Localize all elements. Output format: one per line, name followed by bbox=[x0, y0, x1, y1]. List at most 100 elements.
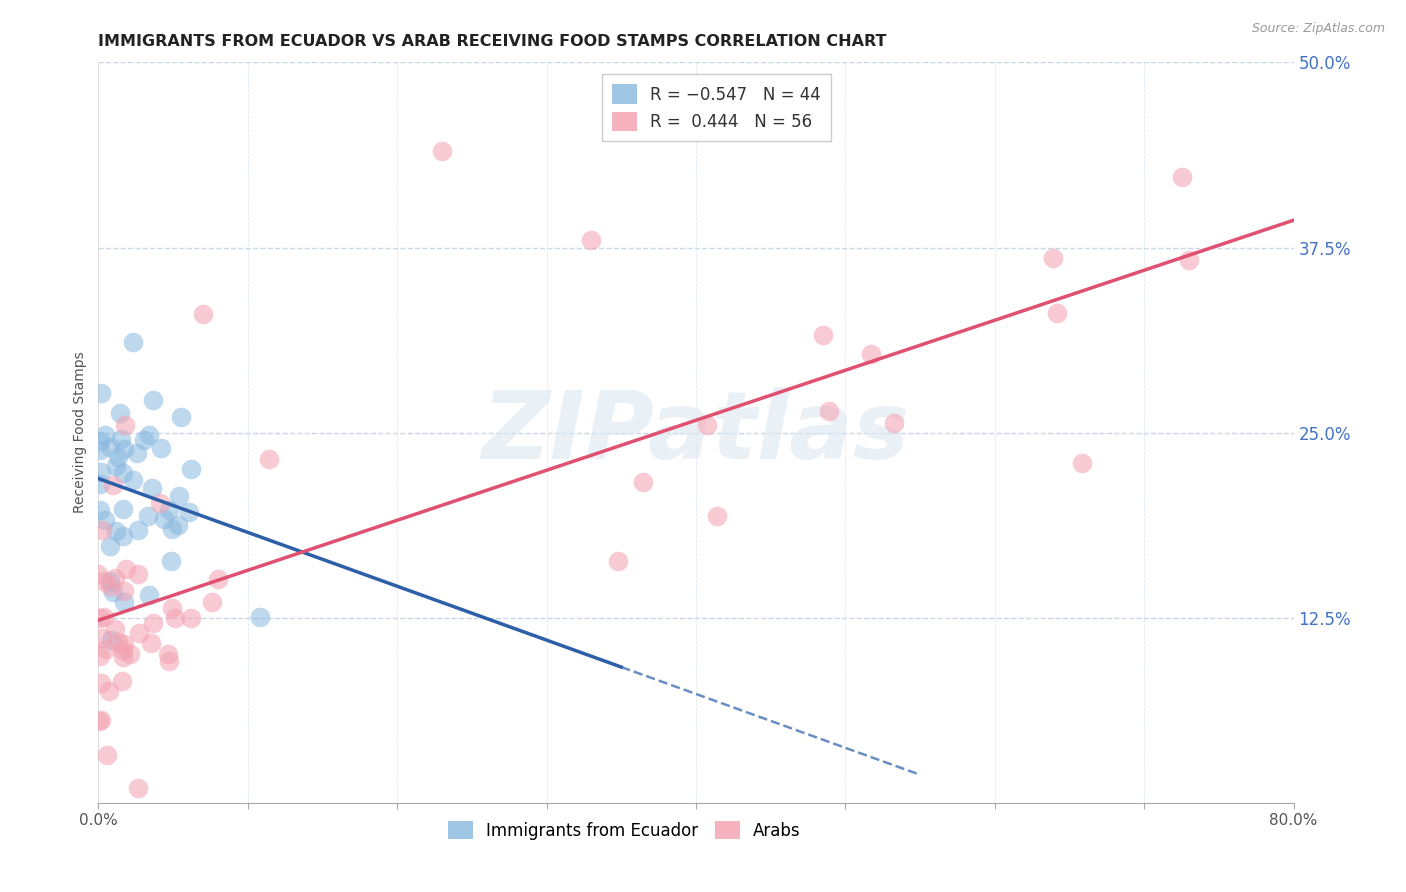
Point bbox=[149, 496, 172, 510]
Point bbox=[157, 654, 180, 668]
Point bbox=[430, 145, 453, 159]
Point bbox=[90, 385, 112, 400]
Point bbox=[153, 512, 176, 526]
Point bbox=[257, 452, 280, 467]
Point bbox=[111, 673, 134, 688]
Point bbox=[128, 626, 150, 640]
Point bbox=[167, 489, 190, 503]
Point bbox=[112, 595, 135, 609]
Point bbox=[89, 503, 111, 517]
Point bbox=[118, 648, 141, 662]
Point bbox=[160, 600, 183, 615]
Point bbox=[169, 410, 191, 425]
Point bbox=[249, 609, 271, 624]
Y-axis label: Receiving Food Stamps: Receiving Food Stamps bbox=[73, 351, 87, 514]
Point bbox=[90, 465, 112, 479]
Point bbox=[89, 443, 111, 458]
Point bbox=[108, 406, 131, 420]
Point bbox=[111, 649, 134, 664]
Point bbox=[127, 780, 149, 795]
Point bbox=[104, 458, 127, 473]
Point bbox=[150, 441, 173, 455]
Point bbox=[132, 433, 155, 447]
Point bbox=[111, 529, 134, 543]
Point bbox=[180, 611, 202, 625]
Point bbox=[160, 554, 183, 568]
Point bbox=[93, 609, 115, 624]
Point bbox=[179, 505, 201, 519]
Point bbox=[127, 523, 149, 537]
Point bbox=[104, 571, 127, 585]
Point bbox=[93, 428, 115, 442]
Point bbox=[163, 611, 186, 625]
Point bbox=[89, 434, 111, 448]
Point bbox=[91, 523, 114, 537]
Point bbox=[631, 475, 654, 489]
Point bbox=[180, 461, 202, 475]
Point bbox=[883, 417, 905, 431]
Point bbox=[581, 233, 603, 247]
Point bbox=[811, 327, 834, 342]
Point bbox=[121, 473, 143, 487]
Point bbox=[93, 574, 115, 589]
Point bbox=[607, 554, 630, 568]
Point bbox=[201, 595, 224, 609]
Point bbox=[87, 714, 110, 728]
Point bbox=[89, 476, 111, 491]
Point bbox=[138, 428, 160, 442]
Point bbox=[111, 643, 134, 657]
Point bbox=[87, 566, 110, 581]
Point bbox=[817, 403, 839, 417]
Point bbox=[142, 616, 165, 631]
Point bbox=[90, 676, 112, 690]
Point bbox=[141, 636, 163, 650]
Point bbox=[162, 522, 184, 536]
Point bbox=[101, 478, 124, 492]
Point bbox=[859, 346, 882, 360]
Point bbox=[121, 334, 143, 349]
Point bbox=[107, 635, 129, 649]
Point bbox=[157, 648, 180, 662]
Legend: Immigrants from Ecuador, Arabs: Immigrants from Ecuador, Arabs bbox=[441, 814, 807, 847]
Text: Source: ZipAtlas.com: Source: ZipAtlas.com bbox=[1251, 22, 1385, 36]
Point bbox=[127, 567, 149, 582]
Text: ZIPatlas: ZIPatlas bbox=[482, 386, 910, 479]
Point bbox=[706, 508, 728, 523]
Point bbox=[112, 636, 135, 650]
Point bbox=[142, 392, 165, 407]
Point bbox=[110, 432, 132, 446]
Point bbox=[103, 585, 125, 599]
Point bbox=[100, 632, 122, 647]
Point bbox=[91, 632, 114, 646]
Point bbox=[94, 641, 117, 656]
Point bbox=[1070, 456, 1092, 470]
Point bbox=[94, 512, 117, 526]
Point bbox=[207, 572, 229, 586]
Point bbox=[191, 307, 214, 321]
Point bbox=[98, 683, 121, 698]
Point bbox=[112, 583, 135, 598]
Point bbox=[136, 509, 159, 524]
Point bbox=[98, 540, 121, 554]
Point bbox=[90, 713, 112, 727]
Point bbox=[100, 440, 122, 454]
Point bbox=[159, 503, 181, 517]
Point bbox=[141, 481, 163, 495]
Point bbox=[112, 467, 135, 481]
Point bbox=[112, 442, 135, 456]
Point bbox=[1178, 252, 1201, 267]
Point bbox=[138, 588, 160, 602]
Point bbox=[98, 579, 121, 593]
Point bbox=[100, 574, 122, 588]
Point bbox=[114, 418, 136, 433]
Point bbox=[167, 517, 190, 532]
Point bbox=[1170, 170, 1192, 185]
Point bbox=[115, 562, 138, 576]
Point bbox=[89, 649, 111, 664]
Point bbox=[107, 450, 129, 464]
Point bbox=[89, 610, 111, 624]
Point bbox=[105, 524, 128, 539]
Text: IMMIGRANTS FROM ECUADOR VS ARAB RECEIVING FOOD STAMPS CORRELATION CHART: IMMIGRANTS FROM ECUADOR VS ARAB RECEIVIN… bbox=[98, 34, 887, 49]
Point bbox=[127, 446, 149, 460]
Point bbox=[1046, 306, 1069, 320]
